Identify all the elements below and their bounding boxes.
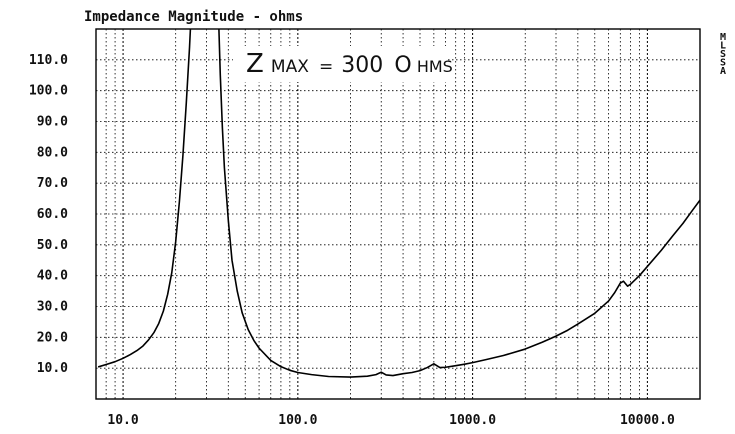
y-tick-label: 70.0 (37, 176, 68, 191)
side-label-letter: L (720, 41, 726, 52)
annotation-text: Z MAX = 300 O HMS (246, 49, 453, 79)
y-tick-label: 50.0 (37, 238, 68, 253)
side-label-letter: M (720, 32, 726, 43)
x-tick-label: 100.0 (278, 413, 317, 428)
y-tick-label: 100.0 (29, 84, 68, 99)
annotation-ohms-rest: HMS (417, 57, 453, 76)
chart-title: Impedance Magnitude - ohms (84, 9, 303, 25)
grid (95, 29, 701, 399)
impedance-curve (97, 29, 700, 378)
y-tick-labels: 110.0 100.0 90.0 80.0 70.0 60.0 50.0 40.0 30.0 20… (29, 53, 68, 376)
x-tick-label: 10.0 (107, 413, 138, 428)
side-label-letter: S (720, 58, 726, 69)
annotation-background (233, 46, 447, 82)
zmax-annotation: Z MAX = 300 O HMS (233, 46, 453, 82)
y-tick-label: 110.0 (29, 53, 68, 68)
annotation-ohms-o: O (394, 53, 411, 78)
x-tick-labels: 10.0 100.0 1000.0 10000.0 (107, 413, 675, 428)
side-label-letter: S (720, 49, 726, 60)
y-tick-label: 60.0 (37, 207, 68, 222)
annotation-value: 300 (341, 53, 383, 78)
y-tick-label: 10.0 (37, 361, 68, 376)
y-tick-label: 40.0 (37, 269, 68, 284)
plot-frame (95, 28, 701, 400)
annotation-max: MAX (271, 57, 309, 77)
annotation-equals: = (319, 57, 333, 77)
y-tick-label: 90.0 (37, 115, 68, 130)
y-tick-label: 30.0 (37, 300, 68, 315)
y-tick-label: 80.0 (37, 145, 68, 160)
plot-area (97, 29, 700, 378)
side-label-letter: A (720, 66, 726, 77)
y-tick-label: 20.0 (37, 330, 68, 345)
annotation-z: Z (246, 49, 264, 79)
x-tick-label: 10000.0 (620, 413, 675, 428)
x-tick-label: 1000.0 (449, 413, 496, 428)
